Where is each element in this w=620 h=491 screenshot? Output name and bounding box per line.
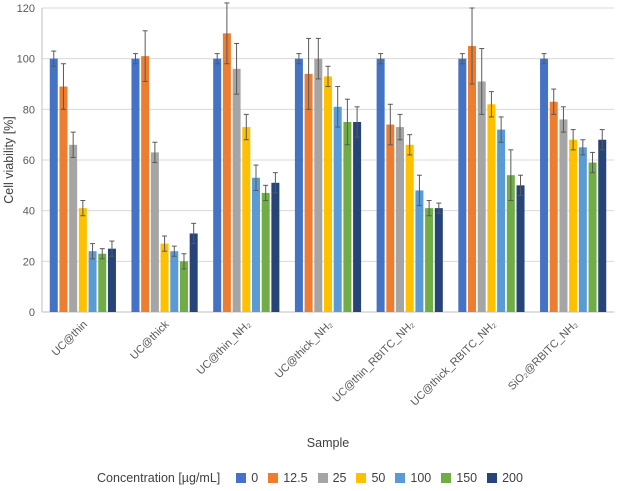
y-tick-label: 100	[17, 54, 35, 66]
bar-UC@thick_RBITC_NH₂-25	[477, 81, 486, 312]
legend-label-100: 100	[410, 471, 432, 485]
bar-UC@thin-0	[49, 58, 58, 312]
y-tick-label: 20	[23, 256, 35, 268]
legend-label-50: 50	[371, 471, 386, 485]
bar-UC@thin-150	[98, 253, 107, 312]
bar-UC@thick-150	[179, 261, 188, 312]
y-tick-label: 80	[23, 104, 35, 116]
bar-UC@thin-100	[88, 251, 97, 312]
legend-item-25: 25	[317, 471, 347, 485]
x-category-label: UC@thin	[50, 319, 90, 359]
bar-UC@thin_NH₂-25	[232, 68, 241, 312]
bar-UC@thick_RBITC_NH₂-50	[487, 104, 496, 313]
legend-swatch-25	[317, 473, 328, 483]
bar-SiO₂@RBITC_NH₂-0	[540, 58, 549, 312]
legend-item-150: 150	[441, 471, 477, 485]
legend-label-150: 150	[456, 471, 478, 485]
y-tick-label: 120	[17, 3, 35, 15]
legend-item-50: 50	[356, 471, 385, 485]
bar-SiO₂@RBITC_NH₂-100	[578, 147, 587, 312]
bar-UC@thick_RBITC_NH₂-100	[497, 129, 506, 312]
bar-UC@thin_RBITC_NH₂-0	[376, 58, 385, 312]
y-tick-label: 0	[29, 307, 35, 319]
bar-SiO₂@RBITC_NH₂-50	[569, 139, 578, 312]
legend-swatch-100	[395, 473, 406, 483]
bar-UC@thick-200	[189, 233, 198, 312]
legend-swatch-50	[356, 473, 367, 483]
bar-UC@thin-50	[78, 208, 87, 312]
bar-UC@thick_RBITC_NH₂-150	[506, 175, 515, 312]
bar-UC@thin_NH₂-200	[271, 182, 280, 312]
legend-item-200: 200	[487, 471, 523, 485]
legend-item-12.5: 12.5	[268, 471, 308, 485]
legend-items: 0 12.5 25 50 100 150 200	[226, 471, 523, 485]
cell-viability-bar-chart: 0 20 40 60 80 100 120 UC@thin UC@thick UC@thin_NH…	[2, 2, 614, 450]
legend: Concentration [µg/mL] 0 12.5 25 50 100 150 200	[0, 460, 620, 491]
legend-item-0: 0	[236, 471, 258, 485]
bar-UC@thin_NH₂-12.5	[222, 33, 231, 312]
bar-UC@thin-200	[107, 248, 116, 312]
x-category-label: UC@thick_RBITC_NH₂	[409, 319, 499, 409]
x-category-label: SiO₂@RBITC_NH₂	[506, 319, 580, 393]
bar-UC@thin_RBITC_NH₂-100	[415, 190, 424, 312]
y-tick-label: 40	[23, 206, 35, 218]
x-axis-title: Sample	[307, 436, 349, 450]
legend-label-0: 0	[251, 471, 259, 485]
legend-item-100: 100	[395, 471, 431, 485]
bar-UC@thin-12.5	[59, 86, 68, 313]
plot-area: 0 20 40 60 80 100 120 UC@thin UC@thick UC@thin_NH…	[17, 2, 614, 409]
x-category-label: UC@thick_NH₂	[273, 319, 335, 381]
legend-label-200: 200	[502, 471, 523, 485]
bar-UC@thin_NH₂-0	[213, 58, 222, 312]
bar-SiO₂@RBITC_NH₂-12.5	[549, 101, 558, 312]
bar-UC@thick-25	[150, 152, 159, 312]
legend-swatch-200	[487, 473, 498, 483]
bar-UC@thin_NH₂-100	[251, 177, 260, 312]
bar-UC@thin_NH₂-150	[261, 192, 270, 312]
bar-UC@thin_RBITC_NH₂-200	[434, 208, 443, 312]
bar-UC@thick_RBITC_NH₂-200	[516, 185, 525, 312]
y-tick-label: 60	[23, 155, 35, 167]
legend-swatch-0	[236, 473, 247, 483]
bar-UC@thick_RBITC_NH₂-0	[458, 58, 467, 312]
x-category-label: UC@thin_NH₂	[195, 319, 254, 378]
y-axis-title: Cell viability [%]	[2, 116, 16, 204]
bar-UC@thin-25	[69, 144, 78, 312]
legend-swatch-12.5	[268, 473, 279, 483]
bar-UC@thin_RBITC_NH₂-25	[396, 127, 405, 312]
bar-UC@thick_NH₂-150	[343, 122, 352, 312]
bar-UC@thin_NH₂-50	[242, 127, 251, 312]
bar-SiO₂@RBITC_NH₂-150	[588, 162, 597, 312]
bar-SiO₂@RBITC_NH₂-25	[559, 119, 568, 312]
x-category-label: UC@thick	[128, 318, 172, 362]
bar-UC@thick_NH₂-100	[333, 106, 342, 312]
legend-swatch-150	[441, 473, 452, 483]
bar-UC@thick_NH₂-12.5	[304, 73, 313, 312]
bar-UC@thin_RBITC_NH₂-50	[405, 144, 414, 312]
bar-UC@thick-12.5	[141, 56, 150, 313]
legend-label-12.5: 12.5	[283, 471, 308, 485]
bar-UC@thick_NH₂-0	[294, 58, 303, 312]
x-category-label: UC@thin_RBITC_NH₂	[330, 319, 416, 405]
legend-label-25: 25	[332, 471, 347, 485]
bar-UC@thin_RBITC_NH₂-150	[425, 208, 434, 312]
bar-UC@thick_NH₂-200	[353, 122, 362, 312]
bar-UC@thin_RBITC_NH₂-12.5	[386, 124, 395, 313]
bar-UC@thick-50	[160, 243, 169, 312]
bar-UC@thick_NH₂-25	[314, 58, 323, 312]
legend-title: Concentration [µg/mL]	[97, 471, 221, 485]
bar-UC@thick_RBITC_NH₂-12.5	[468, 46, 477, 312]
bar-UC@thick-0	[131, 58, 140, 312]
bar-UC@thick_NH₂-50	[324, 76, 332, 313]
bar-SiO₂@RBITC_NH₂-200	[598, 139, 607, 312]
bar-UC@thick-100	[170, 251, 179, 312]
